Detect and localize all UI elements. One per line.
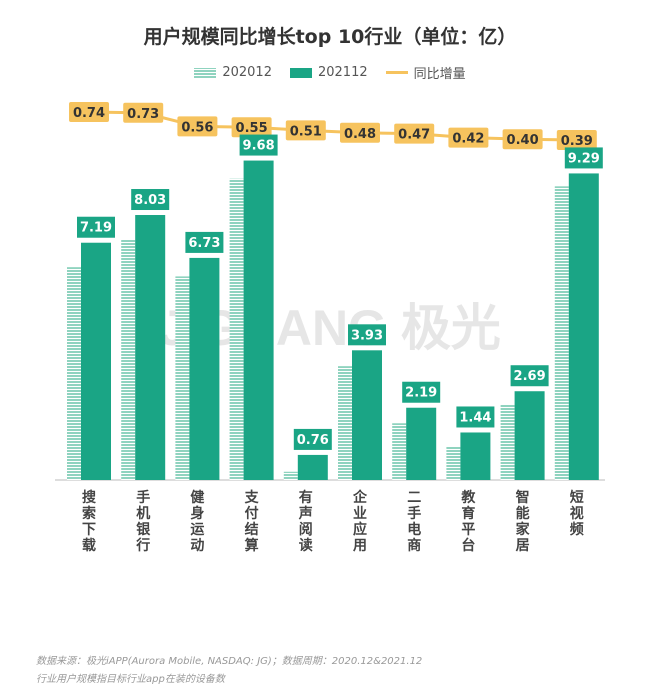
bar-202112: [568, 173, 599, 480]
growth-point: [123, 102, 164, 123]
legend-swatch-growth: [385, 71, 408, 74]
growth-label: 0.42: [452, 132, 484, 147]
legend-label-2020: 202012: [222, 65, 272, 80]
bar-202012: [67, 267, 81, 480]
growth-point: [556, 130, 597, 150]
growth-point: [231, 117, 272, 138]
category-label: 短视频: [570, 489, 584, 538]
bar-202012: [229, 178, 244, 480]
growth-line: [88, 110, 577, 142]
bar-202012: [121, 239, 136, 480]
bar-202012: [392, 423, 407, 480]
growth-label: 0.48: [344, 127, 376, 142]
bar-202112: [352, 350, 382, 480]
chart-title: 用户规模同比增长top 10行业（单位：亿）: [143, 26, 517, 48]
value-label-bg: [564, 147, 603, 169]
legend-item-2020: 202012: [194, 65, 272, 80]
growth-point: [177, 116, 218, 137]
bar-202012: [338, 366, 352, 480]
legend: 202012 202112 同比增量: [0, 63, 660, 82]
category-label: 搜索下载: [82, 489, 97, 554]
growth-label: 0.39: [561, 134, 593, 149]
value-label-bg: [402, 381, 441, 403]
growth-point: [69, 102, 109, 122]
category-label: 有声阅读: [298, 489, 313, 554]
value-label: 2.69: [514, 369, 546, 384]
bar-202012: [500, 404, 515, 480]
value-label: 1.44: [459, 410, 491, 425]
bar-202112: [406, 407, 437, 480]
category-label: 健身运动: [190, 489, 204, 554]
bar-202112: [189, 257, 220, 480]
bar-202112: [243, 160, 274, 480]
growth-label: 0.55: [236, 121, 268, 136]
growth-label: 0.74: [73, 106, 105, 121]
bar-202012: [446, 446, 461, 480]
value-label-bg: [510, 365, 549, 387]
bar-202112: [514, 391, 545, 480]
value-label-bg: [456, 406, 495, 428]
legend-label-growth: 同比增量: [413, 67, 466, 82]
growth-point: [502, 129, 543, 150]
value-label-bg: [239, 134, 278, 156]
value-label: 2.19: [405, 386, 437, 401]
value-label-bg: [77, 216, 115, 238]
bar-202012: [175, 276, 190, 480]
value-label: 6.73: [188, 236, 220, 251]
value-label-bg: [185, 231, 224, 253]
category-label: 智能家居: [515, 489, 531, 554]
bar-202112: [135, 215, 166, 480]
value-label-bg: [131, 189, 170, 211]
value-label: 3.93: [351, 328, 383, 343]
growth-label: 0.40: [507, 133, 539, 148]
legend-label-2021: 202112: [317, 65, 368, 80]
legend-item-growth: 同比增量: [385, 63, 466, 82]
value-label: 9.68: [243, 139, 275, 154]
category-label: 二手电商: [407, 490, 421, 554]
growth-point: [340, 122, 380, 143]
value-label-bg: [293, 428, 332, 450]
growth-label: 0.56: [181, 120, 213, 135]
source-note-definition: 行业用户规模指目标行业app在装的设备数: [36, 674, 225, 685]
growth-point: [448, 127, 489, 148]
bar-202112: [297, 454, 328, 480]
growth-label: 0.47: [398, 128, 430, 143]
growth-point: [285, 120, 326, 141]
bar-202012: [554, 186, 569, 481]
value-label-bg: [348, 324, 386, 346]
growth-label: 0.51: [290, 124, 322, 139]
value-label: 9.29: [568, 151, 600, 166]
bar-202112: [81, 242, 111, 480]
bar-202012: [283, 471, 298, 480]
category-label: 支付结算: [244, 489, 260, 554]
legend-swatch-2021: [289, 67, 312, 78]
growth-point: [394, 123, 435, 144]
value-label: 0.76: [297, 433, 329, 448]
value-label: 7.19: [80, 221, 112, 236]
legend-item-2021: 202112: [289, 65, 368, 80]
category-label: 教育平台: [461, 489, 476, 554]
category-label: 企业应用: [352, 489, 368, 554]
bar-202112: [460, 432, 491, 480]
category-label: 手机银行: [135, 489, 151, 554]
source-note: 数据来源：极光iAPP(Aurora Mobile, NASDAQ: JG)；数…: [36, 656, 423, 667]
growth-label: 0.73: [127, 107, 159, 122]
legend-swatch-2020: [194, 67, 217, 78]
value-label: 8.03: [134, 193, 166, 208]
